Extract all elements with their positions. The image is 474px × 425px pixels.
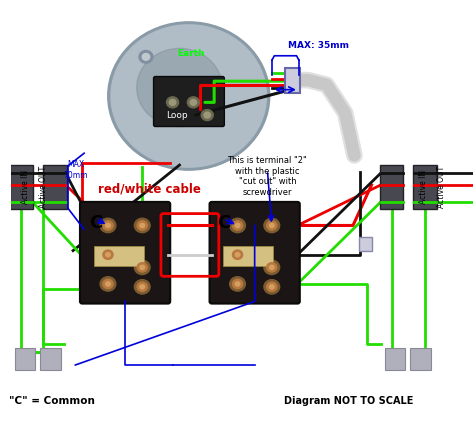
Circle shape: [264, 280, 280, 294]
Text: MAX: 35mm: MAX: 35mm: [288, 41, 349, 50]
Text: Active OUT: Active OUT: [39, 166, 48, 208]
Circle shape: [270, 265, 274, 269]
FancyBboxPatch shape: [413, 165, 437, 209]
FancyBboxPatch shape: [385, 348, 405, 370]
Circle shape: [230, 277, 246, 291]
Text: C: C: [90, 214, 103, 232]
Circle shape: [142, 54, 150, 60]
Text: "C" = Common: "C" = Common: [9, 396, 95, 406]
Circle shape: [134, 218, 150, 232]
Text: red/white cable: red/white cable: [98, 183, 201, 196]
FancyBboxPatch shape: [40, 348, 61, 370]
Circle shape: [103, 250, 113, 259]
Circle shape: [204, 112, 210, 118]
FancyBboxPatch shape: [380, 165, 403, 209]
Circle shape: [190, 99, 197, 105]
Circle shape: [232, 221, 243, 230]
Circle shape: [111, 25, 266, 167]
Circle shape: [264, 218, 280, 232]
Text: Diagram NOT TO SCALE: Diagram NOT TO SCALE: [283, 396, 413, 406]
Circle shape: [106, 252, 110, 257]
Circle shape: [230, 218, 246, 232]
Text: This is terminal "2"
with the plastic
"cut out" with
screwdriver: This is terminal "2" with the plastic "c…: [228, 156, 307, 197]
FancyBboxPatch shape: [80, 202, 170, 303]
Circle shape: [235, 252, 240, 257]
Circle shape: [139, 51, 153, 63]
Text: Active OUT: Active OUT: [438, 166, 447, 208]
FancyBboxPatch shape: [285, 68, 300, 93]
Circle shape: [106, 282, 110, 286]
Circle shape: [137, 221, 147, 230]
Text: C: C: [217, 214, 230, 232]
FancyBboxPatch shape: [154, 76, 224, 127]
FancyBboxPatch shape: [359, 238, 372, 251]
Circle shape: [235, 282, 240, 286]
Circle shape: [166, 97, 179, 108]
Circle shape: [134, 260, 150, 275]
Circle shape: [267, 263, 277, 272]
Circle shape: [137, 282, 147, 292]
Circle shape: [140, 265, 145, 269]
FancyBboxPatch shape: [15, 348, 35, 370]
Circle shape: [267, 221, 277, 230]
Circle shape: [235, 224, 240, 227]
Circle shape: [187, 97, 200, 108]
FancyBboxPatch shape: [210, 202, 300, 303]
FancyBboxPatch shape: [410, 348, 431, 370]
Circle shape: [270, 285, 274, 289]
Circle shape: [140, 285, 145, 289]
FancyBboxPatch shape: [43, 165, 66, 209]
Circle shape: [267, 282, 277, 292]
Circle shape: [264, 260, 280, 275]
Text: Loop: Loop: [166, 110, 188, 119]
Circle shape: [201, 110, 213, 121]
Circle shape: [140, 224, 145, 227]
Circle shape: [103, 279, 113, 289]
Circle shape: [137, 263, 147, 272]
Text: Active IN: Active IN: [419, 170, 428, 204]
Circle shape: [100, 277, 116, 291]
FancyBboxPatch shape: [223, 246, 273, 266]
Circle shape: [108, 22, 270, 170]
Circle shape: [232, 279, 243, 289]
Circle shape: [106, 224, 110, 227]
FancyBboxPatch shape: [9, 165, 33, 209]
Circle shape: [230, 247, 246, 262]
Text: Active IN: Active IN: [21, 170, 30, 204]
Circle shape: [270, 224, 274, 227]
FancyBboxPatch shape: [94, 246, 144, 266]
Circle shape: [134, 280, 150, 294]
Circle shape: [137, 48, 222, 127]
Text: MAX
70mm: MAX 70mm: [63, 161, 88, 180]
Circle shape: [103, 221, 113, 230]
Circle shape: [100, 218, 116, 232]
Circle shape: [169, 99, 176, 105]
Circle shape: [100, 247, 116, 262]
Text: Earth: Earth: [177, 49, 205, 58]
Circle shape: [232, 250, 243, 259]
